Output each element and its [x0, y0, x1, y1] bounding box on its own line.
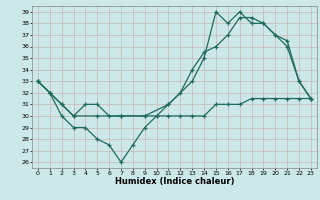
X-axis label: Humidex (Indice chaleur): Humidex (Indice chaleur): [115, 177, 234, 186]
